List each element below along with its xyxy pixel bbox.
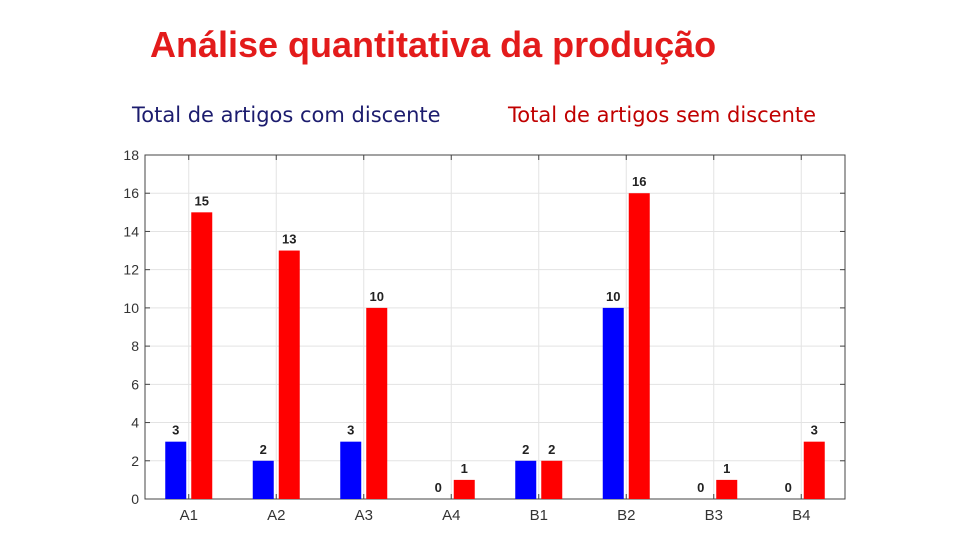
bar-blue-A1 — [165, 441, 187, 499]
bar-red-A3 — [366, 307, 388, 499]
y-tick-label: 2 — [131, 453, 139, 469]
plot-frame — [144, 154, 846, 500]
data-label-blue-B3: 0 — [697, 480, 704, 495]
x-tick-label: A3 — [355, 507, 373, 524]
x-tick-label: A4 — [442, 507, 460, 524]
y-tick-label: 8 — [131, 338, 139, 354]
data-label-blue-B4: 0 — [785, 480, 792, 495]
bar-red-A4 — [453, 479, 475, 499]
bar-blue-B1 — [515, 460, 537, 499]
data-label-red-B2: 16 — [632, 174, 646, 189]
data-label-blue-A2: 2 — [260, 442, 267, 457]
y-tick-label: 16 — [123, 185, 139, 201]
data-label-red-A1: 15 — [195, 193, 209, 208]
y-tick-label: 12 — [123, 262, 139, 278]
data-label-red-A2: 13 — [282, 232, 296, 247]
y-tick-label: 18 — [123, 147, 139, 163]
x-tick-label: B4 — [792, 507, 810, 524]
y-tick-label: 6 — [131, 376, 139, 392]
data-label-red-A4: 1 — [461, 461, 468, 476]
y-tick-label: 10 — [123, 300, 139, 316]
data-label-blue-A3: 3 — [347, 423, 354, 438]
bar-blue-A2 — [252, 460, 274, 499]
bar-red-B3 — [716, 479, 738, 499]
x-tick-label: B3 — [705, 507, 723, 524]
x-tick-label: B2 — [617, 507, 635, 524]
data-label-red-B1: 2 — [548, 442, 555, 457]
bar-red-A1 — [191, 212, 213, 500]
legend-blue-series: Total de artigos com discente — [132, 103, 441, 127]
x-tick-label: A1 — [180, 507, 198, 524]
data-label-blue-A1: 3 — [172, 423, 179, 438]
data-label-blue-A4: 0 — [435, 480, 442, 495]
chart-title: Análise quantitativa da produção — [150, 24, 717, 65]
data-label-red-B3: 1 — [723, 461, 730, 476]
data-label-blue-B1: 2 — [522, 442, 529, 457]
legend-red-series: Total de artigos sem discente — [508, 103, 817, 127]
bar-red-B1 — [541, 460, 563, 499]
bar-red-B4 — [803, 441, 825, 499]
data-label-blue-B2: 10 — [606, 289, 620, 304]
bar-red-B2 — [628, 193, 650, 499]
bar-blue-A3 — [340, 441, 362, 499]
bar-red-A2 — [278, 250, 300, 499]
x-tick-label: A2 — [267, 507, 285, 524]
x-tick-label: B1 — [530, 507, 548, 524]
y-tick-label: 4 — [131, 415, 139, 431]
data-label-red-B4: 3 — [811, 423, 818, 438]
y-tick-label: 14 — [123, 223, 139, 239]
y-tick-label: 0 — [131, 491, 139, 507]
data-label-red-A3: 10 — [370, 289, 384, 304]
bar-blue-B2 — [602, 307, 624, 499]
